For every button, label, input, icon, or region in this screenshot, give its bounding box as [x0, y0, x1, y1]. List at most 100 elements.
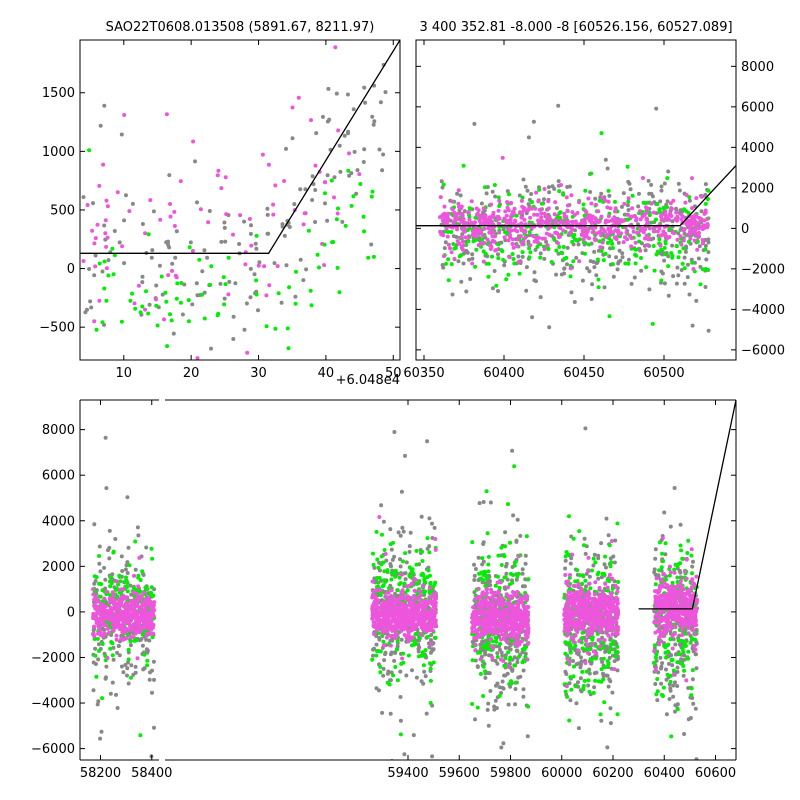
top_right-point [458, 193, 463, 198]
bottom-point [485, 580, 490, 585]
top_right-point [670, 255, 675, 260]
bottom-point [514, 605, 519, 610]
top_right-point [449, 230, 454, 234]
top_left-point [119, 319, 124, 324]
top_left-point [253, 241, 258, 246]
top_left-point [284, 263, 289, 268]
top_right-point [661, 229, 666, 234]
top_right-point [592, 249, 597, 254]
top_right-point [485, 217, 490, 222]
bottom-point [563, 566, 568, 571]
top_left-point [105, 391, 109, 395]
top_right-point [461, 217, 466, 222]
top_left-point [369, 194, 374, 199]
top_left-point [144, 289, 148, 294]
bottom-point [124, 575, 128, 580]
bottom-point [405, 584, 409, 589]
bottom-point [382, 658, 387, 663]
bottom-point [116, 582, 121, 587]
top_right-point [525, 188, 530, 193]
bottom-point [123, 567, 128, 572]
bottom-point [472, 562, 476, 567]
bottom-point [497, 599, 502, 604]
top_left-point [81, 259, 86, 263]
top_right-point [610, 262, 615, 267]
bottom-point [483, 646, 488, 651]
top_right-point [600, 240, 605, 245]
top_right-point [700, 238, 705, 242]
top_left-point [294, 269, 298, 274]
top_right-point [512, 261, 517, 266]
bottom-point [150, 668, 154, 673]
top_left-point [383, 90, 388, 95]
top_right-point [687, 198, 692, 203]
top_left-point [248, 266, 253, 271]
bottom-point [133, 631, 138, 636]
top_right-ytick-label: −6000 [741, 343, 785, 358]
bottom-point [490, 655, 495, 660]
top_right-point [655, 202, 660, 206]
bottom-point [151, 631, 156, 636]
bottom-point [504, 592, 509, 597]
top_right-point [463, 220, 468, 225]
top_right-point [695, 247, 700, 252]
bottom-point [151, 659, 156, 664]
top_left-point [100, 320, 105, 325]
bottom-point [114, 633, 119, 638]
top_right-point [570, 239, 575, 244]
top_right-point [603, 251, 608, 256]
bottom-point [129, 663, 134, 668]
top_left-point [223, 239, 228, 244]
top_right-point [460, 226, 465, 231]
top_right-point [467, 217, 472, 222]
top_left-point [254, 278, 259, 283]
top_right-point [681, 228, 686, 233]
top_left-point [178, 300, 183, 305]
top_right-point [467, 257, 471, 262]
top_left-point [154, 283, 159, 288]
top_right-point [450, 207, 455, 212]
top_left-point [308, 288, 313, 293]
top_right-point [523, 184, 528, 189]
top_right-point [703, 201, 708, 206]
bottom-point [421, 663, 426, 668]
top_right-point [583, 251, 587, 256]
bottom-point [126, 660, 130, 665]
bottom-point [478, 633, 483, 638]
top_right-point [546, 206, 551, 211]
bottom-point [393, 574, 398, 579]
bottom-point [386, 590, 391, 595]
top_left-point [310, 198, 315, 202]
bottom-point [420, 559, 425, 563]
top_left-point [293, 294, 298, 299]
bottom-point [411, 733, 416, 738]
top_right-point [658, 199, 663, 204]
bottom-point [109, 581, 114, 586]
top_left-point [325, 173, 330, 178]
bottom-point [599, 718, 604, 723]
top_right-point [497, 230, 502, 235]
bottom-point [99, 729, 104, 734]
bottom-point [131, 672, 136, 677]
bottom-point [473, 567, 478, 571]
bottom-point [129, 675, 133, 680]
top_left-point [336, 206, 340, 211]
bottom-point [91, 592, 96, 597]
bottom-point [385, 671, 390, 676]
bottom-point [497, 693, 502, 698]
top_right-point [526, 202, 531, 207]
top_right-point [538, 255, 543, 260]
top_right-point [691, 217, 696, 222]
bottom-point [425, 575, 430, 580]
bottom-point [477, 501, 482, 506]
top_left-point [150, 248, 155, 253]
top_left-point [354, 191, 359, 196]
bottom-point [409, 636, 414, 641]
bottom-point [384, 608, 389, 613]
bottom-point [611, 554, 616, 559]
bottom-point [523, 553, 528, 558]
top_right-point [452, 257, 457, 261]
top_left-point [202, 290, 207, 295]
bottom-point [483, 669, 488, 674]
bottom-point [117, 587, 122, 592]
